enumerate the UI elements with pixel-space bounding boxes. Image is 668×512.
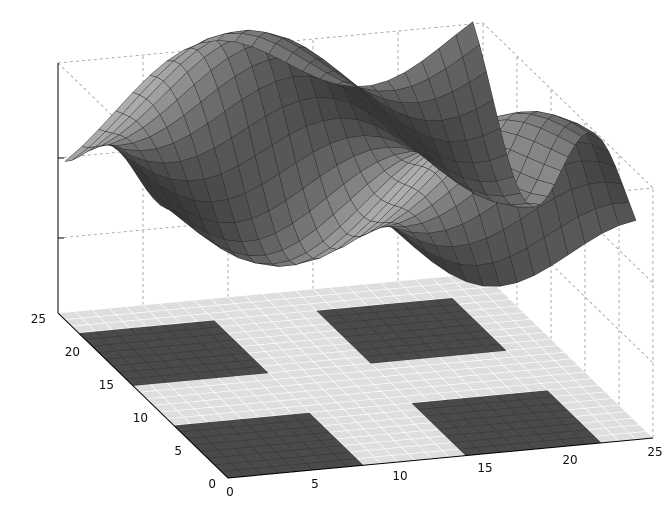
x-tick-label: 0 — [226, 485, 234, 499]
y-tick-label: 10 — [133, 411, 148, 425]
y-tick-label: 20 — [65, 345, 80, 359]
axes-box-front — [57, 63, 654, 479]
floor-pattern — [57, 272, 654, 479]
x-tick-label: 10 — [392, 469, 407, 483]
x-tick-label: 15 — [477, 461, 492, 475]
y-tick-label: 15 — [99, 378, 114, 392]
y-tick-label: 5 — [174, 444, 182, 458]
x-tick-label: 25 — [647, 445, 662, 459]
y-tick-label: 0 — [208, 477, 216, 491]
y-axis-line — [57, 312, 229, 479]
axis-ticks: 0 5 10 15 20 25 0 5 10 15 20 25 — [31, 312, 663, 499]
surface-patch — [64, 146, 90, 162]
wave-surface — [64, 21, 637, 287]
x-axis-line — [227, 437, 654, 479]
y-tick-label: 25 — [31, 312, 46, 326]
x-tick-label: 20 — [562, 453, 577, 467]
x-tick-label: 5 — [311, 477, 319, 491]
z-gridline — [57, 22, 654, 189]
